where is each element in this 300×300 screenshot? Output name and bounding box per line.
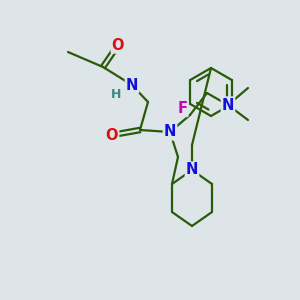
Text: N: N bbox=[126, 77, 138, 92]
Text: N: N bbox=[164, 124, 176, 140]
Text: N: N bbox=[186, 163, 198, 178]
Text: O: O bbox=[106, 128, 118, 142]
Text: O: O bbox=[112, 38, 124, 52]
Text: F: F bbox=[177, 101, 188, 116]
Text: N: N bbox=[222, 98, 234, 112]
Text: H: H bbox=[111, 88, 121, 100]
